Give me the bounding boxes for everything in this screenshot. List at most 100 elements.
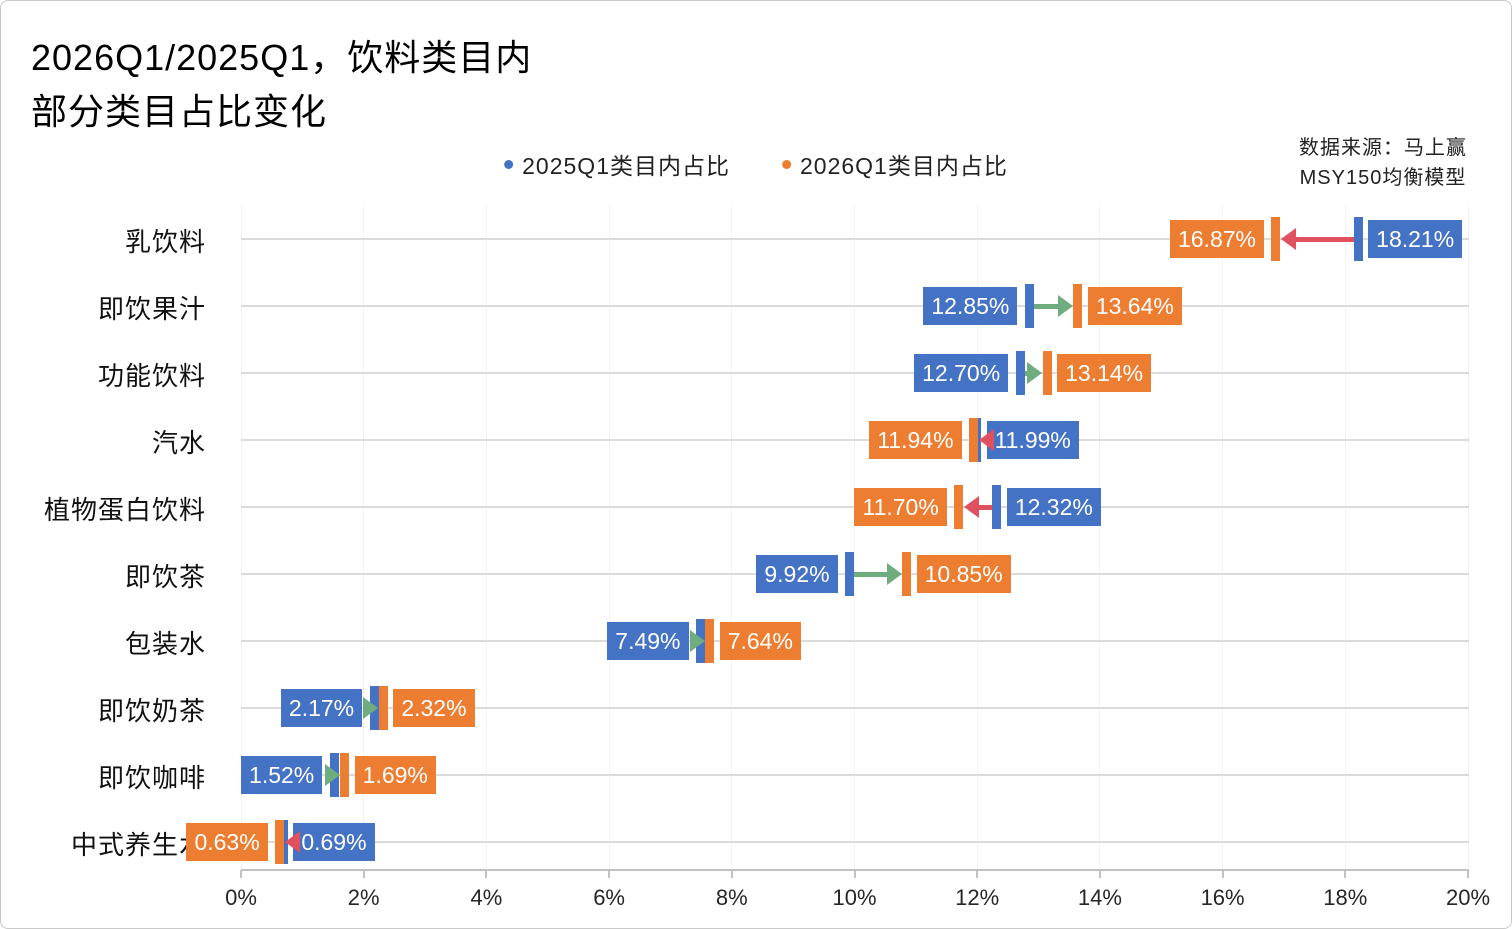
value-label-2026: 11.70% (854, 488, 947, 526)
marker-2026 (275, 820, 285, 864)
change-arrow-head (324, 764, 340, 786)
change-arrow-head (1027, 362, 1043, 384)
value-label-2025: 2.17% (280, 689, 363, 727)
x-axis-label: 18% (1323, 885, 1368, 910)
change-arrow-head (689, 630, 705, 652)
x-axis-label: 14% (1077, 885, 1122, 910)
value-label-2025: 11.99% (986, 421, 1079, 459)
v-gridline (1099, 206, 1101, 870)
x-axis-tick (240, 870, 242, 878)
value-label-2026: 10.85% (916, 555, 1011, 593)
v-gridline (854, 206, 855, 870)
v-gridline (976, 206, 978, 870)
category-label: 即饮奶茶 (97, 696, 206, 726)
x-axis-tick (976, 870, 979, 878)
value-label-2025: 12.85% (923, 287, 1018, 325)
value-label-2026: 11.94% (869, 421, 962, 459)
category-label: 即饮果汁 (97, 294, 206, 324)
change-arrow-line (1291, 236, 1355, 242)
x-axis-line (241, 869, 1469, 871)
legend-dot-2025-icon (504, 159, 514, 169)
row-gridline (241, 640, 1469, 642)
category-label: 功能饮料 (97, 361, 206, 391)
marker-2026 (1271, 217, 1281, 261)
value-label-2026: 2.32% (393, 689, 475, 727)
x-axis-label: 6% (593, 885, 625, 910)
x-axis-label: 0% (225, 885, 257, 910)
marker-2026 (1073, 284, 1083, 328)
row-gridline (241, 707, 1469, 709)
change-arrow-line (853, 571, 891, 577)
marker-2025 (1353, 217, 1363, 261)
v-gridline (1344, 206, 1346, 870)
legend-dot-2026-icon (782, 159, 791, 169)
category-label: 即饮茶 (124, 562, 206, 592)
change-arrow-head (284, 831, 300, 853)
change-arrow-head (1280, 228, 1296, 250)
value-label-2026: 13.14% (1057, 354, 1152, 392)
x-axis-tick (1221, 870, 1224, 878)
legend-item-2026: 2026Q1类目内占比 (782, 147, 1008, 181)
change-arrow-head (1057, 295, 1073, 317)
x-axis-label: 8% (715, 885, 748, 910)
x-axis-tick (853, 870, 856, 878)
x-axis-label: 4% (470, 885, 503, 910)
marker-2026 (954, 485, 964, 529)
category-label: 乳饮料 (124, 227, 206, 257)
value-label-2025: 0.69% (293, 823, 375, 861)
x-axis-tick (608, 870, 611, 878)
value-label-2025: 12.32% (1006, 488, 1101, 526)
chart-title-line1: 2026Q1/2025Q1，饮料类目内 (31, 37, 533, 78)
value-label-2026: 1.69% (354, 756, 436, 794)
value-label-2026: 0.63% (186, 823, 268, 861)
marker-2026 (378, 686, 388, 730)
x-axis-label: 20% (1445, 885, 1491, 910)
legend-label-2026: 2026Q1类目内占比 (800, 153, 1008, 179)
row-gridline (241, 238, 1469, 240)
v-gridline (1467, 206, 1469, 870)
marker-2026 (340, 753, 350, 797)
category-label: 植物蛋白饮料 (43, 495, 206, 525)
value-label-2025: 12.70% (914, 354, 1009, 392)
x-axis-tick (1098, 870, 1101, 878)
data-source: 数据来源：马上赢 MSY150均衡模型 (1299, 133, 1467, 193)
x-axis-tick (1467, 870, 1469, 878)
value-label-2026: 7.64% (719, 622, 801, 660)
v-gridline (608, 206, 610, 870)
v-gridline (1222, 206, 1224, 870)
change-arrow-line (974, 504, 993, 510)
change-arrow-head (978, 429, 994, 451)
marker-2025 (845, 552, 855, 596)
data-source-line1: 数据来源：马上赢 (1299, 137, 1467, 159)
v-gridline (240, 206, 242, 870)
v-gridline (485, 206, 487, 870)
category-label: 汽水 (151, 428, 206, 458)
chart-title-line2: 部分类目占比变化 (31, 91, 328, 132)
legend-label-2025: 2025Q1类目内占比 (522, 153, 730, 179)
marker-2026 (902, 552, 912, 596)
x-axis-tick (485, 870, 488, 878)
marker-2025 (1015, 351, 1025, 395)
v-gridline (363, 206, 365, 870)
x-axis-label: 12% (955, 885, 1000, 910)
row-gridline (241, 305, 1469, 307)
category-label: 即饮咖啡 (97, 763, 206, 793)
marker-2025 (1024, 284, 1034, 328)
x-axis-tick (1344, 870, 1347, 878)
value-label-2025: 1.52% (241, 756, 323, 794)
marker-2026 (705, 619, 715, 663)
value-label-2025: 7.49% (607, 622, 689, 660)
change-arrow-head (886, 563, 902, 585)
v-gridline (731, 206, 733, 870)
change-arrow-line (1033, 303, 1062, 309)
category-label: 包装水 (124, 629, 206, 659)
value-label-2026: 13.64% (1087, 287, 1182, 325)
value-label-2025: 9.92% (756, 555, 838, 593)
change-arrow-head (363, 697, 379, 719)
row-gridline (241, 372, 1469, 374)
x-axis-label: 16% (1200, 885, 1245, 910)
change-arrow-head (963, 496, 979, 518)
category-label: 中式养生水 (70, 830, 206, 860)
value-label-2025: 18.21% (1368, 220, 1463, 258)
